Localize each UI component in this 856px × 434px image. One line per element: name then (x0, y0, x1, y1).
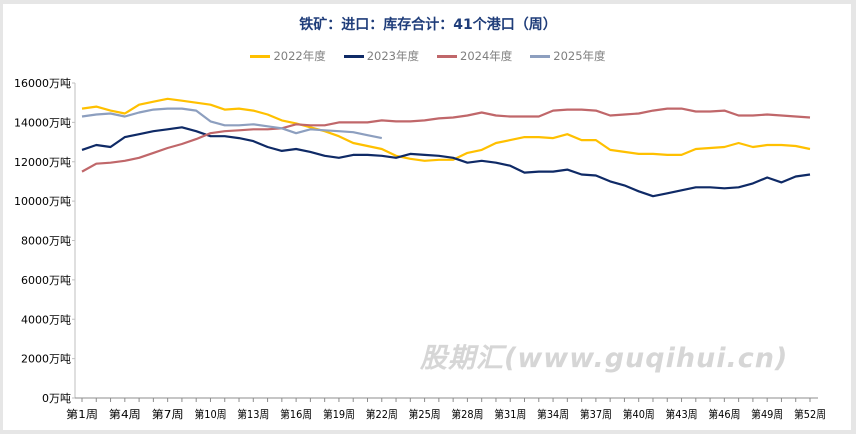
chart-card (3, 4, 851, 430)
watermark: 股期汇(www.guqihui.cn) (420, 343, 789, 374)
x-tick-label: 第16周 (280, 407, 312, 421)
legend-item: 2022年度 (250, 48, 326, 64)
legend: 2022年度 2023年度 2024年度 2025年度 (0, 48, 856, 64)
x-tick-label: 第31周 (494, 407, 526, 421)
x-tick-label: 第52周 (794, 407, 826, 421)
series-line (81, 126, 811, 198)
x-tick-label: 第37周 (580, 407, 612, 421)
series-line (81, 97, 811, 162)
legend-label: 2022年度 (273, 49, 326, 63)
y-tick-label: 12000万吨 (14, 156, 71, 169)
x-tick-label: 第25周 (409, 407, 441, 421)
legend-item: 2023年度 (343, 48, 419, 64)
x-tick-label: 第4周 (109, 407, 141, 421)
x-tick-label: 第34周 (537, 407, 569, 421)
series-line (81, 107, 383, 140)
y-tick-label: 6000万吨 (21, 274, 71, 287)
y-tick-label: 16000万吨 (14, 77, 71, 90)
y-tick-label: 0万吨 (42, 392, 71, 405)
y-tick-label: 2000万吨 (21, 353, 71, 366)
x-tick-label: 第43周 (666, 407, 698, 421)
legend-item: 2024年度 (437, 48, 512, 64)
x-tick-label: 第49周 (751, 407, 783, 421)
x-tick-label: 第1周 (66, 407, 98, 421)
y-tick-label: 10000万吨 (14, 195, 71, 208)
y-tick-label: 14000万吨 (14, 116, 71, 129)
x-tick-label: 第19周 (323, 407, 355, 421)
legend-label: 2025年度 (553, 49, 606, 63)
x-tick-label: 第22周 (366, 407, 398, 421)
x-tick-label: 第40周 (623, 407, 655, 421)
legend-label: 2024年度 (460, 49, 513, 63)
legend-label: 2023年度 (366, 49, 419, 63)
x-tick-label: 第10周 (194, 407, 226, 421)
legend-swatch (530, 54, 551, 58)
legend-swatch (250, 54, 271, 58)
legend-swatch (343, 54, 364, 58)
legend-swatch (437, 54, 457, 58)
x-tick-label: 第13周 (237, 407, 269, 421)
chart-title: 铁矿：进口：库存合计：41个港口（周） (299, 17, 557, 33)
x-tick-label: 第7周 (152, 407, 184, 421)
x-tick-label: 第28周 (451, 407, 483, 421)
y-tick-label: 8000万吨 (21, 235, 71, 248)
y-tick-label: 4000万吨 (21, 313, 71, 326)
series-line (81, 107, 811, 173)
legend-item: 2025年度 (530, 48, 606, 64)
x-tick-label: 第46周 (708, 407, 740, 421)
